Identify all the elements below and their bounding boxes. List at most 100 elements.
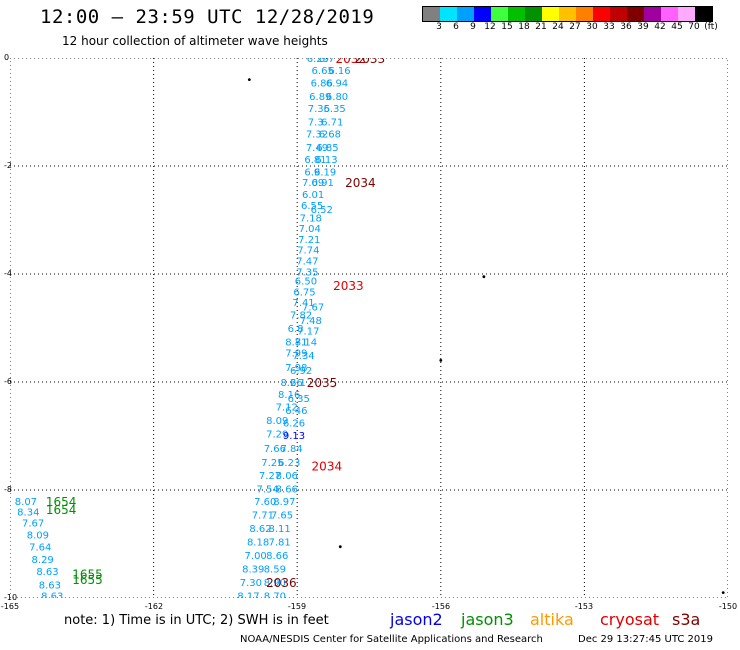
color-swatch (627, 7, 644, 21)
wave-height-label: 7.65 (271, 510, 293, 521)
color-scale-label: 36 (620, 22, 632, 32)
color-swatch (542, 7, 559, 21)
wave-height-label: 7.14 (295, 338, 317, 349)
wave-height-label: 6.52 (311, 205, 333, 216)
wave-height-label: 6.16 (328, 66, 350, 77)
wave-height-label: 8.62 (249, 524, 271, 535)
color-swatch (474, 7, 491, 21)
wave-height-label: 8.06 (276, 471, 298, 482)
pass-time-label: 2034 (345, 176, 376, 190)
x-tick-minus159: -159 (287, 602, 307, 611)
wave-height-label: 6.81 (304, 155, 326, 166)
color-swatch (661, 7, 678, 21)
map-title: 12:00 – 23:59 UTC 12/28/2019 (40, 6, 375, 28)
wave-height-label: 6.80 (326, 92, 348, 103)
wave-height-label: 7.25 (261, 458, 283, 469)
map-subtitle: 12 hour collection of altimeter wave hei… (62, 34, 328, 48)
wave-height-label: 7.35 (296, 267, 318, 278)
color-scale-label: 33 (603, 22, 615, 32)
color-swatch (525, 7, 542, 21)
wave-height-label: 8.11 (268, 524, 290, 535)
wave-height-label: 7.17 (297, 327, 319, 338)
pass-time-label: 2033 (355, 58, 386, 66)
wave-height-label: 8.07 (15, 497, 37, 508)
y-tick-minus8: -8 (4, 485, 12, 494)
wave-height-label: 7.48 (300, 316, 322, 327)
wave-height-label: 8.59 (264, 564, 286, 575)
color-scale-label: 12 (484, 22, 496, 32)
x-tick-minus165: -165 (0, 602, 20, 611)
color-scale-label: 42 (654, 22, 666, 32)
wave-height-label: 8.29 (32, 555, 54, 566)
x-tick-minus153: -153 (574, 602, 594, 611)
wave-height-label: 8.63 (41, 591, 63, 598)
wave-height-label: 7.71 (252, 510, 274, 521)
y-tick-0: 0 (4, 53, 10, 62)
legend-jason3: jason3 (461, 610, 514, 629)
wave-height-label: 7.30 (240, 578, 262, 589)
legend-cryosat: cryosat (600, 610, 660, 629)
legend-s3a: s3a (672, 610, 701, 629)
wave-height-label: 6.50 (295, 276, 317, 287)
wave-height-label: 7.82 (290, 311, 312, 322)
wave-height-label: 6.8 (288, 324, 304, 335)
wave-height-label: 8.09 (266, 416, 288, 427)
wave-height-label: 7.74 (297, 246, 319, 257)
x-tick-minus162: -162 (144, 602, 164, 611)
wave-height-label: 6.55 (301, 201, 323, 212)
wave-height-label: 7.99 (285, 348, 307, 359)
pass-time-label: 2034 (312, 460, 343, 474)
color-swatch (440, 7, 457, 21)
wave-height-label: 8.70 (264, 591, 286, 598)
color-scale-label: 45 (671, 22, 683, 32)
color-scale-label: 15 (501, 22, 513, 32)
color-swatch (559, 7, 576, 21)
wave-height-label: 7.98 (285, 363, 307, 374)
y-tick-minus6: -6 (4, 377, 12, 386)
generated-timestamp: Dec 29 13:27:45 UTC 2019 (578, 634, 713, 645)
wave-height-label: 8.97 (273, 497, 295, 508)
wave-height-label: 7.3 (308, 118, 324, 129)
color-swatch (644, 7, 661, 21)
plot-frame (10, 58, 728, 598)
wave-height-label: 6.68 (319, 130, 341, 141)
wave-height-label: 6.86 (311, 78, 333, 89)
wave-height-label: 7.00 (245, 551, 267, 562)
wave-height-label: 8.34 (17, 508, 39, 519)
wave-height-label: 8.26 (280, 378, 302, 389)
pass-time-label: 2033 (333, 279, 364, 293)
color-swatch (593, 7, 610, 21)
wave-height-label: 6.13 (315, 155, 337, 166)
units-note: note: 1) Time is in UTC; 2) SWH is in fe… (64, 613, 329, 628)
wave-height-label: 7.54 (257, 484, 279, 495)
wave-height-label: 8.63 (39, 581, 61, 592)
color-scale-bar (422, 6, 713, 22)
wave-height-label: 6.7 (319, 58, 335, 65)
pass-time-label: 2032 (335, 58, 366, 66)
color-swatch (610, 7, 627, 21)
legend-altika: altika (530, 610, 574, 629)
wave-height-label: 6.71 (321, 118, 343, 129)
color-scale-label: 9 (470, 22, 476, 32)
wave-height-label: 7.04 (299, 224, 321, 235)
wave-height-label: 6.75 (293, 287, 315, 298)
color-scale-label: 39 (637, 22, 649, 32)
wave-height-label: 8.18 (247, 537, 269, 548)
wave-height-label: 7.27 (259, 471, 281, 482)
color-scale-label: 18 (518, 22, 530, 32)
wave-height-label: 8.90 (264, 578, 286, 589)
pass-time-label: 2035 (307, 376, 338, 390)
wave-height-label: 6.46 (285, 406, 307, 417)
wave-height-label: 6.29 (307, 58, 329, 65)
wave-height-label: 8.63 (36, 567, 58, 578)
wave-height-label: 6.89 (309, 92, 331, 103)
color-scale-label: 6 (453, 22, 459, 32)
wave-height-label: 8.09 (27, 530, 49, 541)
wave-height-label: 7.67 (302, 302, 324, 313)
wave-height-map: 6.296.76.656.166.866.946.896.807.356.357… (10, 58, 728, 598)
wave-height-label: 7.41 (292, 298, 314, 309)
x-tick-minus150: -150 (718, 602, 738, 611)
wave-height-label: 6.94 (326, 78, 348, 89)
color-swatch (423, 7, 440, 21)
wave-height-label: 8.66 (266, 551, 288, 562)
